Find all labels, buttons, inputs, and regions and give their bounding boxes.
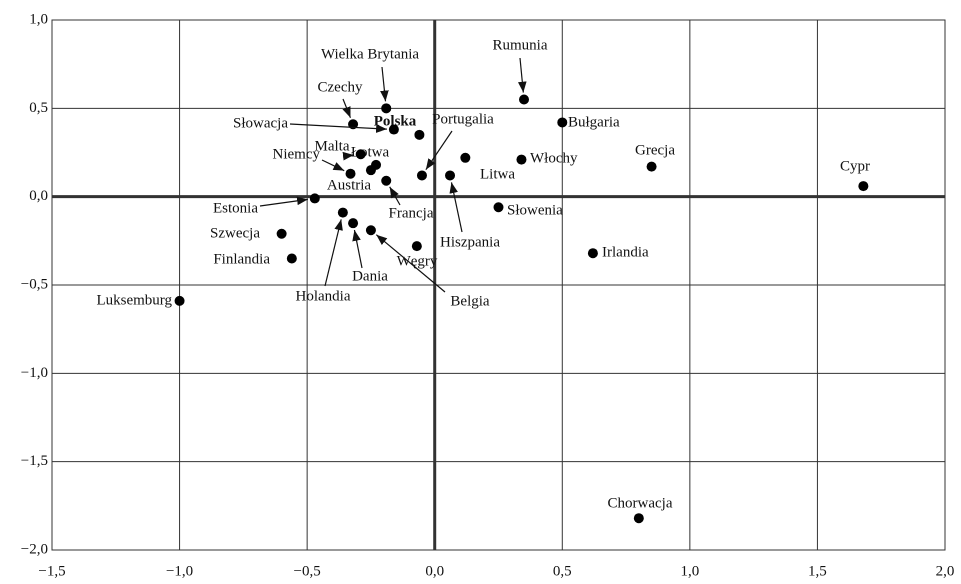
point bbox=[276, 228, 287, 239]
point bbox=[174, 295, 185, 306]
point bbox=[460, 152, 471, 163]
point bbox=[587, 248, 598, 259]
x-tick-label: 1,5 bbox=[808, 563, 827, 579]
point-label: Hiszpania bbox=[440, 234, 500, 250]
label-arrow bbox=[425, 130, 453, 171]
point bbox=[337, 207, 348, 218]
label-arrow bbox=[389, 186, 401, 206]
point bbox=[411, 241, 422, 252]
point bbox=[519, 94, 530, 105]
point bbox=[388, 124, 399, 135]
label-arrow bbox=[321, 159, 345, 172]
label-arrow bbox=[380, 66, 389, 102]
y-tick-label: −2,0 bbox=[21, 541, 48, 557]
point bbox=[646, 161, 657, 172]
point bbox=[445, 170, 456, 181]
point-label: Finlandia bbox=[213, 251, 270, 267]
point bbox=[286, 253, 297, 264]
point bbox=[345, 168, 356, 179]
x-tick-label: −1,5 bbox=[38, 563, 65, 579]
y-tick-label: −1,0 bbox=[21, 365, 48, 381]
point-label: Cypr bbox=[840, 158, 870, 174]
x-tick-label: −0,5 bbox=[294, 563, 321, 579]
point-label: Malta bbox=[315, 138, 350, 154]
point bbox=[557, 117, 568, 128]
point-label: Irlandia bbox=[602, 244, 649, 260]
y-tick-label: −1,5 bbox=[21, 453, 48, 469]
point-label: Litwa bbox=[480, 166, 515, 182]
point-label: Wielka Brytania bbox=[321, 46, 419, 62]
point-label: Bułgaria bbox=[568, 114, 620, 130]
x-tick-label: 1,0 bbox=[680, 563, 699, 579]
point-label: Chorwacja bbox=[608, 495, 673, 511]
x-tick-label: −1,0 bbox=[166, 563, 193, 579]
y-tick-label: 1,0 bbox=[29, 11, 48, 27]
point-label: Rumunia bbox=[493, 37, 548, 53]
point-label: Czechy bbox=[318, 79, 363, 95]
point bbox=[493, 202, 504, 213]
label-arrow bbox=[342, 151, 354, 161]
point bbox=[516, 154, 527, 165]
point-label: Węgry bbox=[397, 253, 438, 269]
y-tick-label: −0,5 bbox=[21, 276, 48, 292]
point bbox=[416, 170, 427, 181]
y-tick-label: 0,0 bbox=[29, 188, 48, 204]
point-label: Słowenia bbox=[507, 202, 563, 218]
label-arrow bbox=[352, 229, 363, 269]
label-arrow bbox=[324, 219, 343, 287]
point-label: Grecja bbox=[635, 142, 675, 158]
point bbox=[355, 149, 366, 160]
x-tick-label: 2,0 bbox=[936, 563, 955, 579]
point-label: Dania bbox=[352, 268, 388, 284]
point bbox=[633, 513, 644, 524]
point bbox=[381, 103, 392, 114]
point-label: Francja bbox=[389, 205, 434, 221]
y-tick-label: 0,5 bbox=[29, 100, 48, 116]
point-label: Belgia bbox=[450, 293, 489, 309]
point-label: Włochy bbox=[530, 150, 578, 166]
x-tick-label: 0,0 bbox=[425, 563, 444, 579]
point-label: Holandia bbox=[296, 288, 351, 304]
point-label: Słowacja bbox=[233, 115, 288, 131]
label-arrow bbox=[375, 234, 446, 293]
point bbox=[365, 225, 376, 236]
point-label: Estonia bbox=[213, 200, 258, 216]
point bbox=[381, 175, 392, 186]
point-label: Portugalia bbox=[432, 111, 494, 127]
point bbox=[309, 193, 320, 204]
point bbox=[365, 165, 376, 176]
x-tick-label: 0,5 bbox=[553, 563, 572, 579]
point bbox=[414, 129, 425, 140]
label-arrow bbox=[259, 196, 308, 207]
point bbox=[348, 218, 359, 229]
label-arrow bbox=[449, 182, 463, 233]
label-arrow bbox=[289, 123, 387, 133]
point-label: Niemcy bbox=[273, 146, 321, 162]
label-arrow bbox=[518, 57, 527, 93]
point-label: Luksemburg bbox=[96, 292, 172, 308]
point-label: Austria bbox=[327, 177, 372, 193]
point bbox=[858, 181, 869, 192]
label-arrow bbox=[342, 98, 352, 118]
point-label: Szwecja bbox=[210, 225, 260, 241]
